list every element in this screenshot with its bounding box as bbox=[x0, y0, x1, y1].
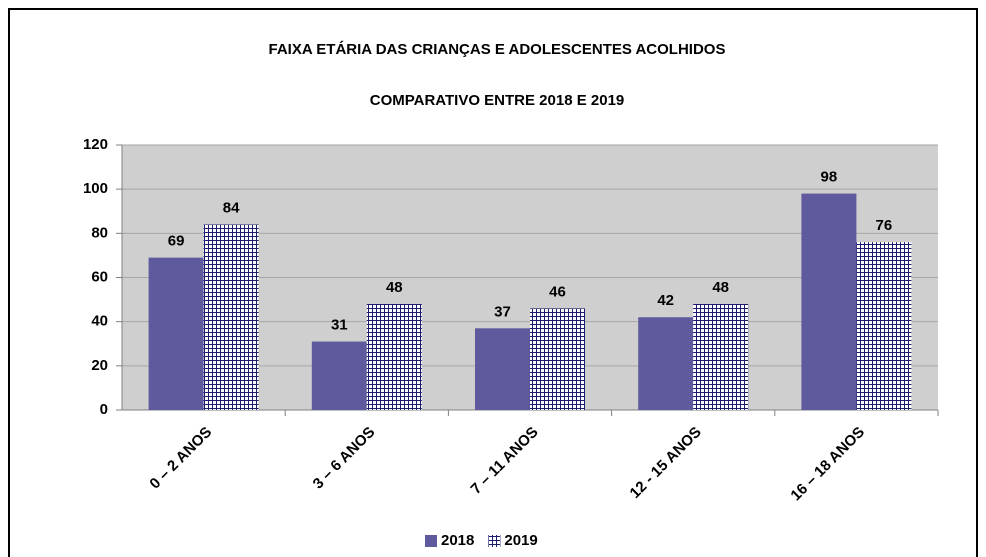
chart-subtitle: COMPARATIVO ENTRE 2018 E 2019 bbox=[370, 92, 625, 109]
bar bbox=[475, 328, 530, 410]
y-tick-label: 20 bbox=[91, 357, 108, 374]
y-tick-label: 0 bbox=[100, 401, 108, 418]
value-label: 69 bbox=[168, 233, 185, 250]
value-label: 42 bbox=[657, 292, 674, 309]
legend-swatch bbox=[425, 535, 437, 547]
value-label: 84 bbox=[223, 199, 240, 216]
value-label: 48 bbox=[712, 279, 729, 296]
bar bbox=[366, 304, 422, 410]
bar bbox=[801, 193, 857, 410]
bar bbox=[856, 242, 912, 410]
legend-label: 2018 bbox=[441, 532, 474, 549]
legend-label: 2019 bbox=[504, 532, 537, 549]
value-label: 37 bbox=[494, 303, 511, 320]
y-tick-label: 60 bbox=[91, 268, 108, 285]
bar bbox=[203, 224, 259, 410]
y-tick-label: 120 bbox=[83, 136, 108, 153]
chart-title: FAIXA ETÁRIA DAS CRIANÇAS E ADOLESCENTES… bbox=[269, 41, 726, 58]
y-tick-label: 40 bbox=[91, 313, 108, 330]
value-label: 48 bbox=[386, 279, 403, 296]
bar bbox=[530, 308, 585, 410]
value-label: 76 bbox=[876, 217, 893, 234]
bar bbox=[693, 304, 749, 410]
value-label: 46 bbox=[549, 283, 566, 300]
y-tick-label: 100 bbox=[83, 180, 108, 197]
value-label: 31 bbox=[331, 317, 348, 334]
y-tick-label: 80 bbox=[91, 224, 108, 241]
bar bbox=[148, 257, 204, 410]
value-label: 98 bbox=[821, 169, 838, 186]
legend-swatch bbox=[488, 535, 501, 547]
bar bbox=[638, 317, 694, 410]
bar bbox=[311, 341, 367, 410]
